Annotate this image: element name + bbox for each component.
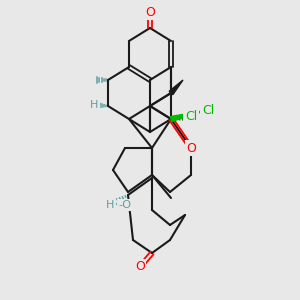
Text: -O: -O xyxy=(118,200,131,210)
Text: O: O xyxy=(145,5,155,19)
Text: Cl: Cl xyxy=(202,103,214,116)
Polygon shape xyxy=(170,110,208,122)
Text: H: H xyxy=(106,200,114,210)
Text: Cl: Cl xyxy=(185,110,197,124)
Text: H: H xyxy=(90,100,98,110)
Text: O: O xyxy=(135,260,145,274)
Polygon shape xyxy=(169,80,183,95)
Text: O: O xyxy=(186,142,196,154)
